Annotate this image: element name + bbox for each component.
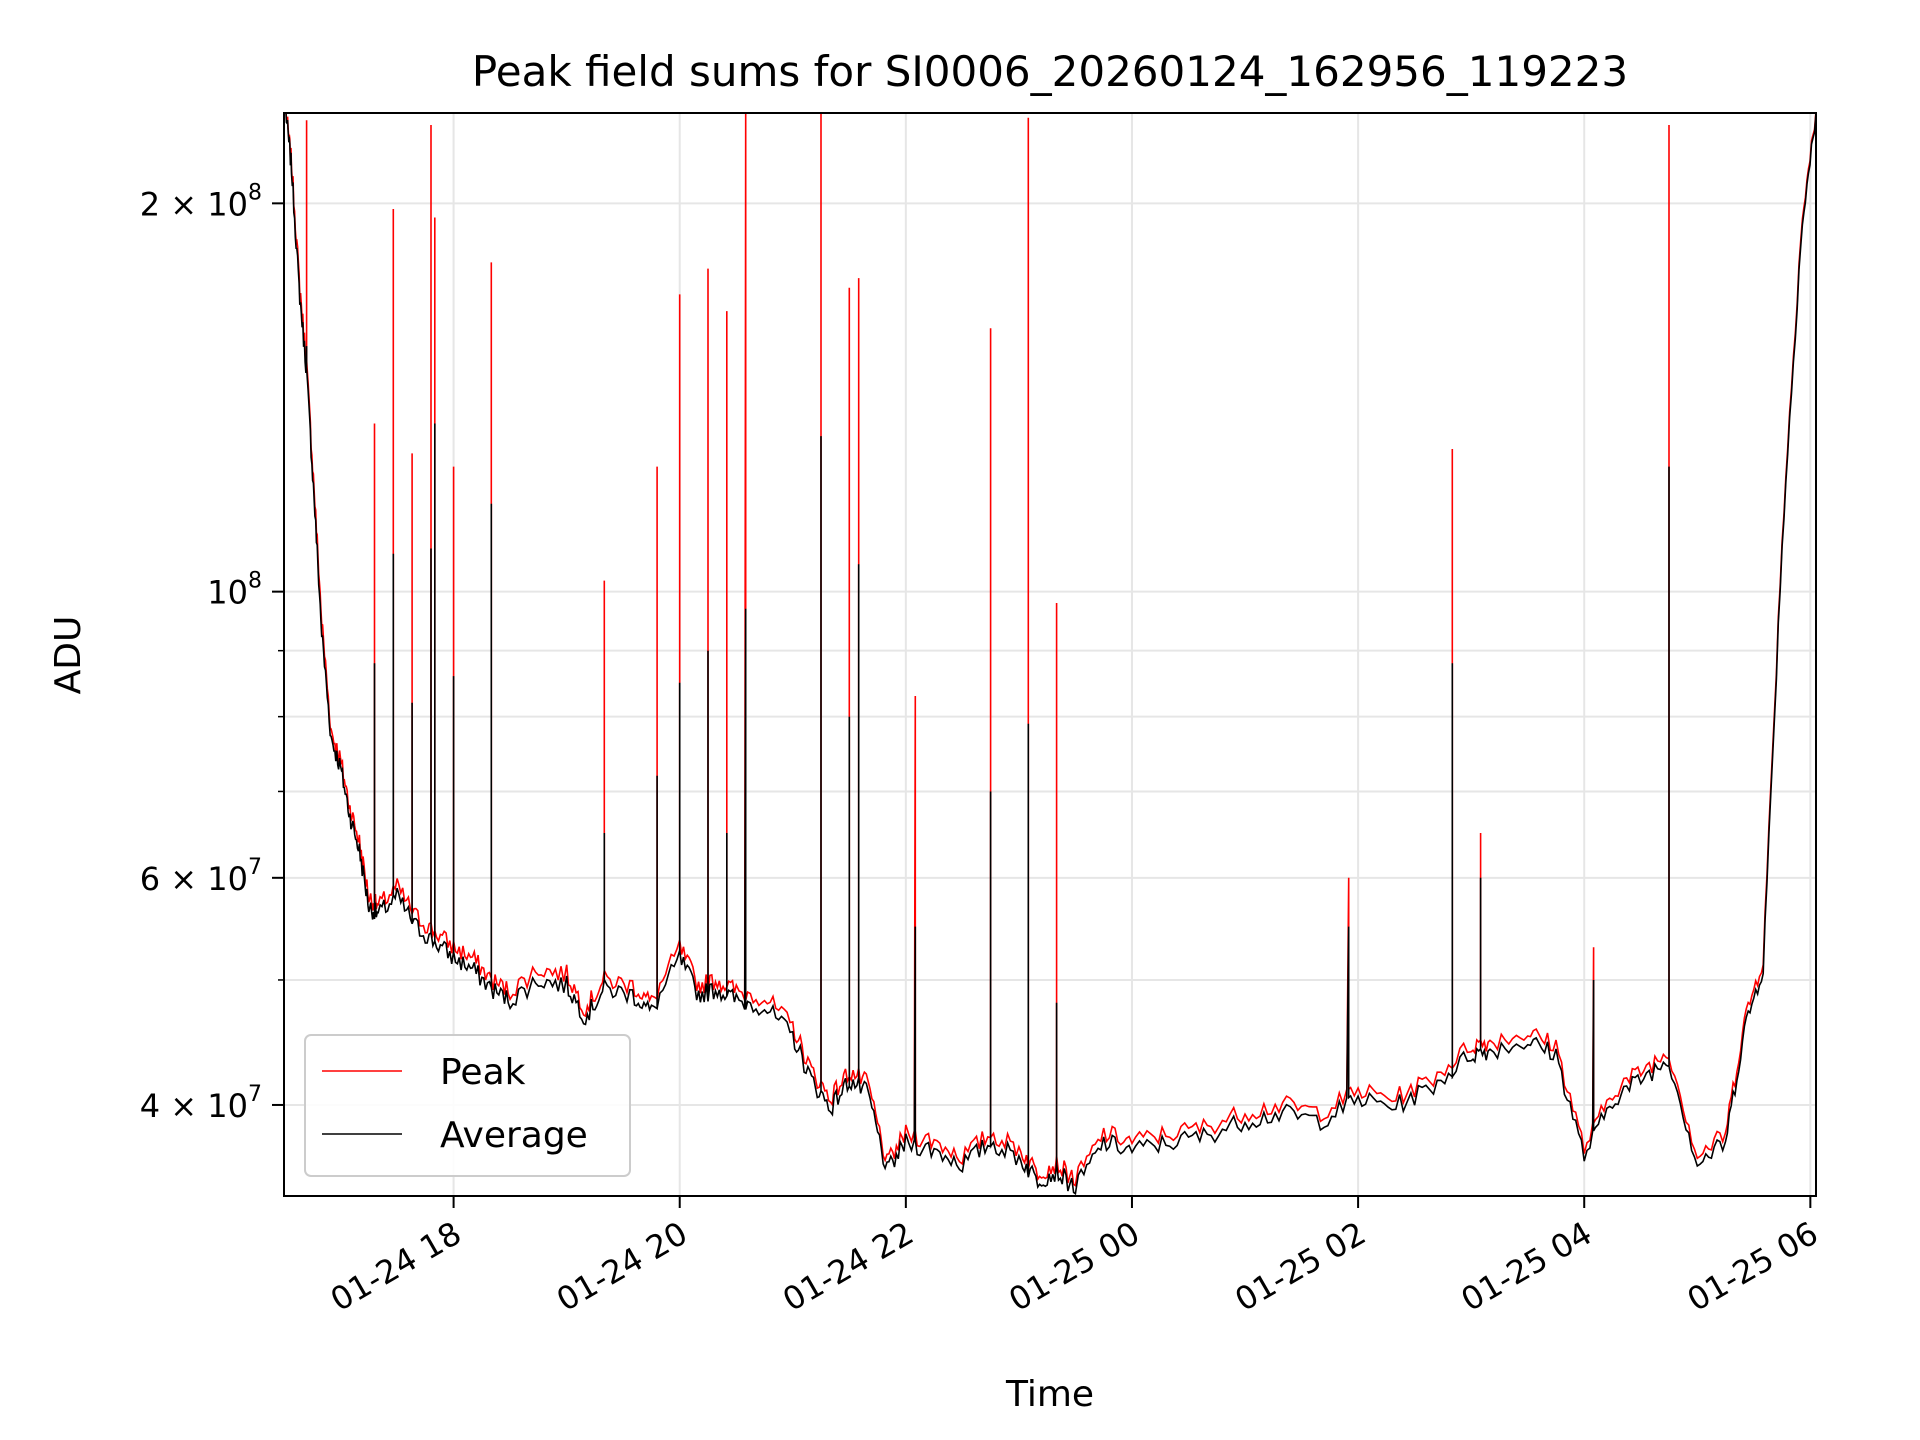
x-axis-label: Time [1005,1374,1094,1415]
y-tick-label: 4 × 107 [140,1082,262,1125]
y-tick-label: 6 × 107 [140,855,262,898]
legend: Peak Average [304,1034,631,1177]
series-line-average [285,113,1816,1196]
legend-label-average: Average [440,1115,588,1156]
y-tick-label: 2 × 108 [140,180,262,223]
legend-label-peak: Peak [440,1052,526,1093]
chart-title: Peak field sums for SI0006_20260124_1629… [472,47,1628,96]
y-axis-label: ADU [48,616,89,695]
series-layer [285,113,1816,1196]
plot-frame [283,112,1817,1197]
